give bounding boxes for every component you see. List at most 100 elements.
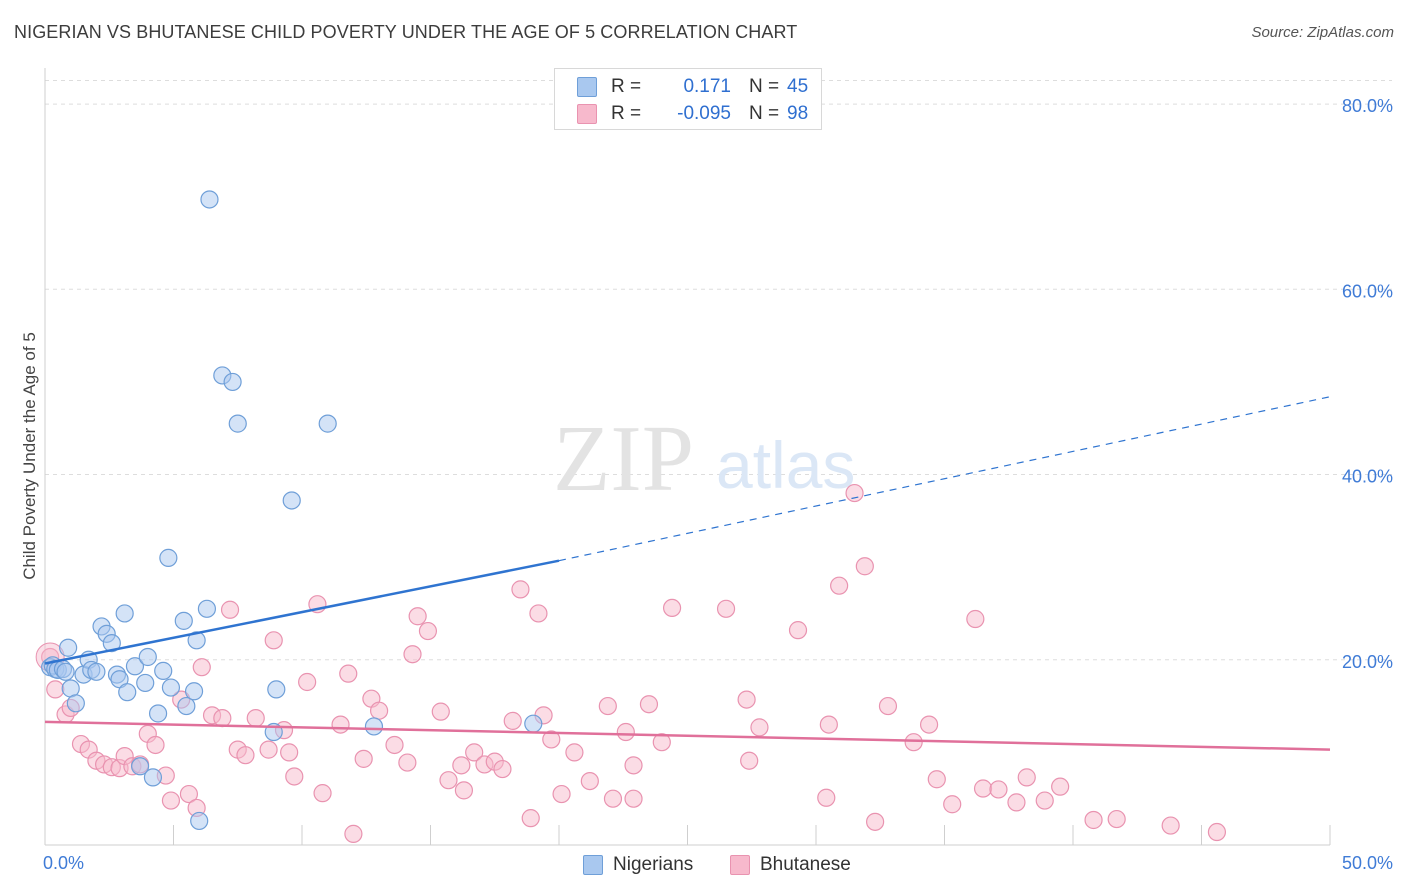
- data-point: [344, 824, 363, 843]
- n-label: N =: [749, 76, 780, 97]
- data-point: [652, 733, 671, 752]
- r-label: R =: [611, 76, 642, 97]
- nigerian-points: [41, 190, 543, 831]
- data-point: [267, 680, 286, 699]
- data-point: [403, 645, 422, 664]
- data-point: [161, 678, 181, 697]
- n-value: 45: [787, 76, 809, 97]
- legend-item-bhutanese: Bhutanese: [730, 852, 851, 878]
- data-point: [616, 722, 635, 742]
- data-point: [662, 598, 682, 618]
- data-point: [102, 633, 121, 653]
- data-point: [187, 631, 206, 650]
- watermark-atlas: atlas: [716, 428, 855, 502]
- data-point: [154, 661, 173, 680]
- series-legend: Nigerians Bhutanese: [0, 852, 1406, 878]
- data-point: [529, 604, 548, 623]
- data-point: [179, 784, 199, 804]
- x-tick-label: 50.0%: [1342, 853, 1393, 873]
- data-point: [431, 702, 450, 721]
- data-point: [716, 599, 736, 618]
- data-point: [313, 784, 332, 803]
- data-point: [580, 771, 599, 791]
- data-point: [454, 781, 474, 800]
- data-point: [524, 714, 543, 733]
- legend-label-nigerians: Nigerians: [613, 854, 694, 875]
- data-point: [465, 743, 484, 762]
- data-point: [966, 609, 985, 629]
- data-point: [136, 673, 155, 693]
- nigerian-trend-extension: [558, 396, 1331, 562]
- data-point: [542, 730, 561, 749]
- data-point: [159, 548, 178, 567]
- n-value: 98: [787, 103, 809, 124]
- data-point: [364, 717, 384, 736]
- nigerian-swatch: [583, 855, 603, 875]
- legend-row-bhutanese: R = -0.095 N = 98: [577, 101, 808, 127]
- data-point: [493, 759, 512, 779]
- data-point: [125, 657, 145, 676]
- data-point: [354, 749, 373, 768]
- data-point: [973, 779, 993, 798]
- data-point: [370, 701, 389, 720]
- data-point: [177, 696, 196, 716]
- data-point: [1007, 793, 1026, 812]
- data-point: [46, 680, 65, 699]
- data-point: [511, 580, 530, 599]
- data-point: [830, 576, 849, 595]
- data-point: [817, 788, 836, 807]
- data-point: [819, 715, 838, 734]
- data-point: [174, 611, 193, 630]
- data-point: [1051, 777, 1070, 796]
- data-point: [1207, 822, 1227, 842]
- data-point: [115, 604, 134, 623]
- r-value: 0.171: [683, 76, 731, 97]
- data-point: [298, 672, 317, 692]
- watermark-zip: ZIP: [553, 407, 694, 511]
- data-point: [737, 690, 756, 709]
- data-point: [192, 658, 211, 677]
- data-point: [148, 704, 168, 723]
- data-point: [138, 647, 157, 667]
- data-point: [197, 599, 217, 618]
- data-point: [989, 780, 1008, 799]
- trend-lines: [44, 396, 1331, 751]
- bhutanese-trend-line: [44, 720, 1331, 751]
- data-point: [184, 682, 204, 701]
- data-point: [385, 735, 404, 755]
- data-point: [259, 740, 278, 759]
- data-point: [190, 811, 209, 831]
- correlation-legend: R = 0.171 N = 45 R = -0.095 N = 98: [554, 68, 822, 130]
- data-point: [624, 789, 643, 808]
- data-point: [87, 662, 106, 681]
- bhutanese-swatch: [730, 855, 750, 875]
- data-point: [236, 746, 255, 765]
- data-point: [919, 715, 939, 734]
- data-point: [118, 683, 137, 702]
- bhutanese-points: [35, 483, 1227, 843]
- data-point: [59, 638, 78, 657]
- axes: [44, 68, 1331, 846]
- data-point: [740, 751, 759, 770]
- y-tick-label: 40.0%: [1342, 467, 1393, 487]
- data-point: [213, 709, 232, 728]
- grid-lines: [45, 80, 1392, 661]
- data-point: [146, 735, 165, 755]
- data-point: [280, 743, 299, 762]
- data-point: [639, 695, 659, 714]
- data-point: [223, 372, 242, 392]
- data-point: [398, 753, 417, 772]
- chart-source: Source: ZipAtlas.com: [1251, 24, 1394, 41]
- data-point: [130, 757, 150, 776]
- data-point: [1035, 791, 1054, 810]
- data-point: [161, 791, 181, 810]
- data-point: [503, 711, 522, 730]
- data-point: [285, 767, 304, 786]
- data-point: [878, 696, 898, 716]
- data-point: [943, 795, 962, 814]
- data-point: [1084, 810, 1103, 830]
- y-tick-label: 60.0%: [1342, 281, 1393, 301]
- data-point: [1107, 809, 1126, 829]
- r-label: R =: [611, 103, 642, 124]
